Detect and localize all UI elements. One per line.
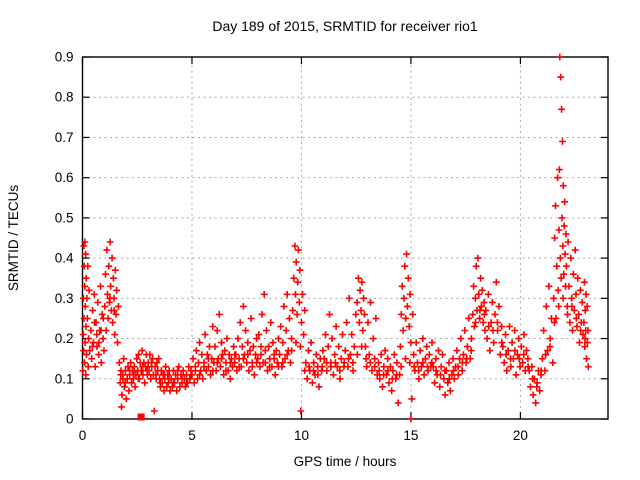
y-tick-label: 0.3	[55, 291, 74, 306]
x-tick-label: 5	[188, 428, 196, 443]
y-tick-label: 0.7	[55, 130, 74, 145]
y-tick-label: 0.2	[55, 331, 74, 346]
y-tick-label: 0.5	[55, 210, 74, 225]
y-tick-label: 0.6	[55, 170, 74, 185]
x-tick-label: 20	[513, 428, 528, 443]
chart-title: Day 189 of 2015, SRMTID for receiver rio…	[212, 18, 478, 34]
y-tick-label: 0.4	[55, 251, 74, 266]
data-points	[79, 53, 592, 423]
series-flagged-sample-marker-square	[137, 413, 145, 421]
frame-border	[81, 56, 609, 420]
y-tick-label: 0.9	[55, 50, 74, 65]
series-SRMTID-markers	[79, 53, 592, 423]
y-tick-label: 0.8	[55, 90, 74, 105]
x-axis-label: GPS time / hours	[294, 454, 397, 469]
x-tick-label: 15	[403, 428, 418, 443]
y-tick-label: 0.1	[55, 371, 74, 386]
plot-frame	[81, 56, 609, 420]
tick-labels: 0 5 10 15 20 0 0.1 0.2 0.3 0.4 0.5 0.6 0.7 0.8 0.9	[55, 50, 528, 444]
y-axis-label: SRMTID / TECUs	[6, 185, 21, 292]
x-tick-label: 10	[294, 428, 309, 443]
x-tick-label: 0	[79, 428, 87, 443]
y-tick-label: 0	[66, 412, 74, 427]
